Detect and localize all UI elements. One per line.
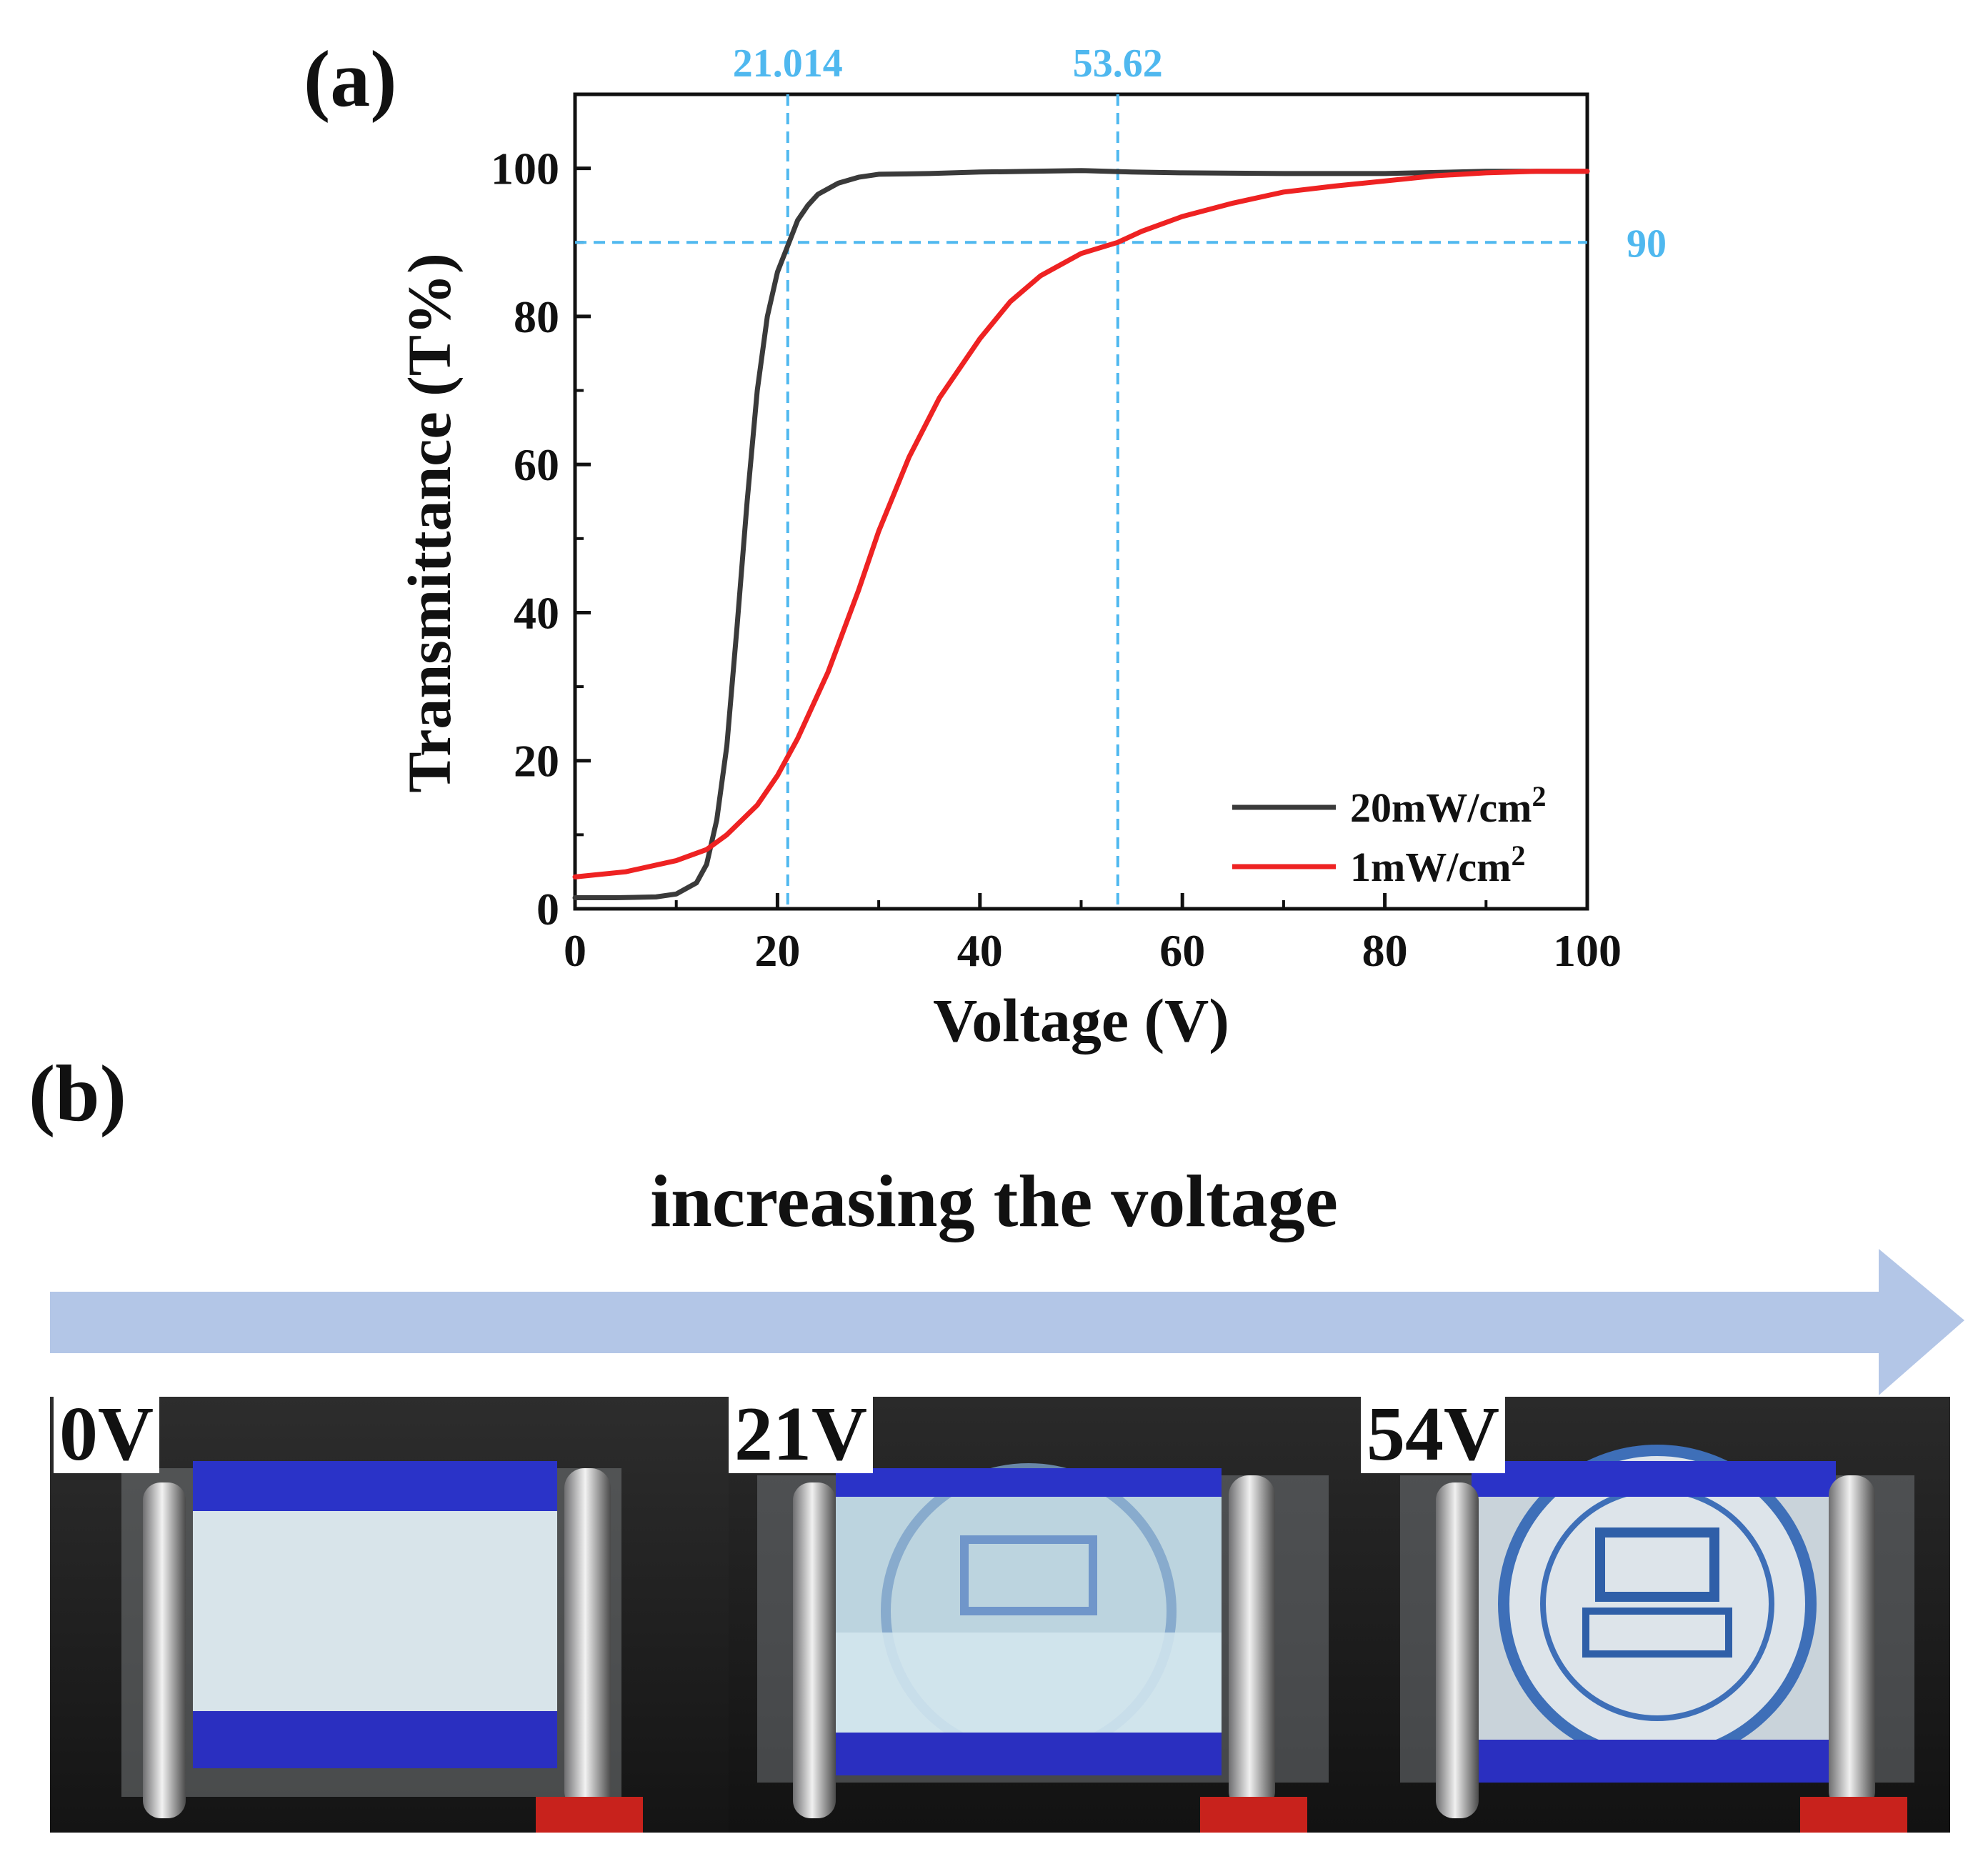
y-tick-label: 20 xyxy=(514,736,559,787)
voltage-arrow-shape xyxy=(50,1249,1964,1395)
panel-a-label: (a) xyxy=(304,35,397,124)
legend-label: 1mW/cm2 xyxy=(1350,839,1526,890)
photo-label-0v: 0V xyxy=(54,1393,159,1473)
photo-54v xyxy=(1372,1397,1950,1833)
x-tick-label: 60 xyxy=(1159,925,1205,976)
series-line-20mw xyxy=(572,168,1590,900)
photo-0v xyxy=(50,1397,729,1833)
series-line-1mw xyxy=(572,169,1590,879)
y-tick-label: 80 xyxy=(514,291,559,342)
y-axis-label: Transmittance (T%) xyxy=(395,253,464,793)
x-axis-label: Voltage (V) xyxy=(933,986,1229,1055)
x-tick-label: 0 xyxy=(564,925,586,976)
x-tick-label: 40 xyxy=(957,925,1003,976)
photo-label-21v: 21V xyxy=(729,1393,873,1473)
photo-label-54v: 54V xyxy=(1361,1393,1505,1473)
voltage-arrow xyxy=(50,1249,1964,1395)
panel-b-label: (b) xyxy=(29,1050,126,1138)
x-tick-label: 20 xyxy=(754,925,800,976)
legend-superscript: 2 xyxy=(1532,780,1547,812)
headline: increasing the voltage xyxy=(650,1160,1338,1242)
x-tick-label: 80 xyxy=(1362,925,1408,976)
guide-label-54v: 53.62 xyxy=(1073,41,1163,86)
legend-superscript: 2 xyxy=(1512,839,1526,872)
y-tick-label: 0 xyxy=(536,884,559,935)
y-tick-label: 60 xyxy=(514,439,559,490)
x-tick-label: 100 xyxy=(1553,925,1622,976)
y-tick-label: 40 xyxy=(514,587,559,638)
photo-21v xyxy=(729,1397,1372,1833)
transmittance-chart: 0 20 40 60 80 100 0 20 40 60 80 100 Voltage (V) Trans… xyxy=(395,41,1667,1055)
y-tick-label: 100 xyxy=(491,144,559,194)
guide-label-90: 90 xyxy=(1627,221,1667,266)
legend-label: 20mW/cm2 xyxy=(1350,780,1547,831)
guide-label-21v: 21.014 xyxy=(733,41,843,86)
